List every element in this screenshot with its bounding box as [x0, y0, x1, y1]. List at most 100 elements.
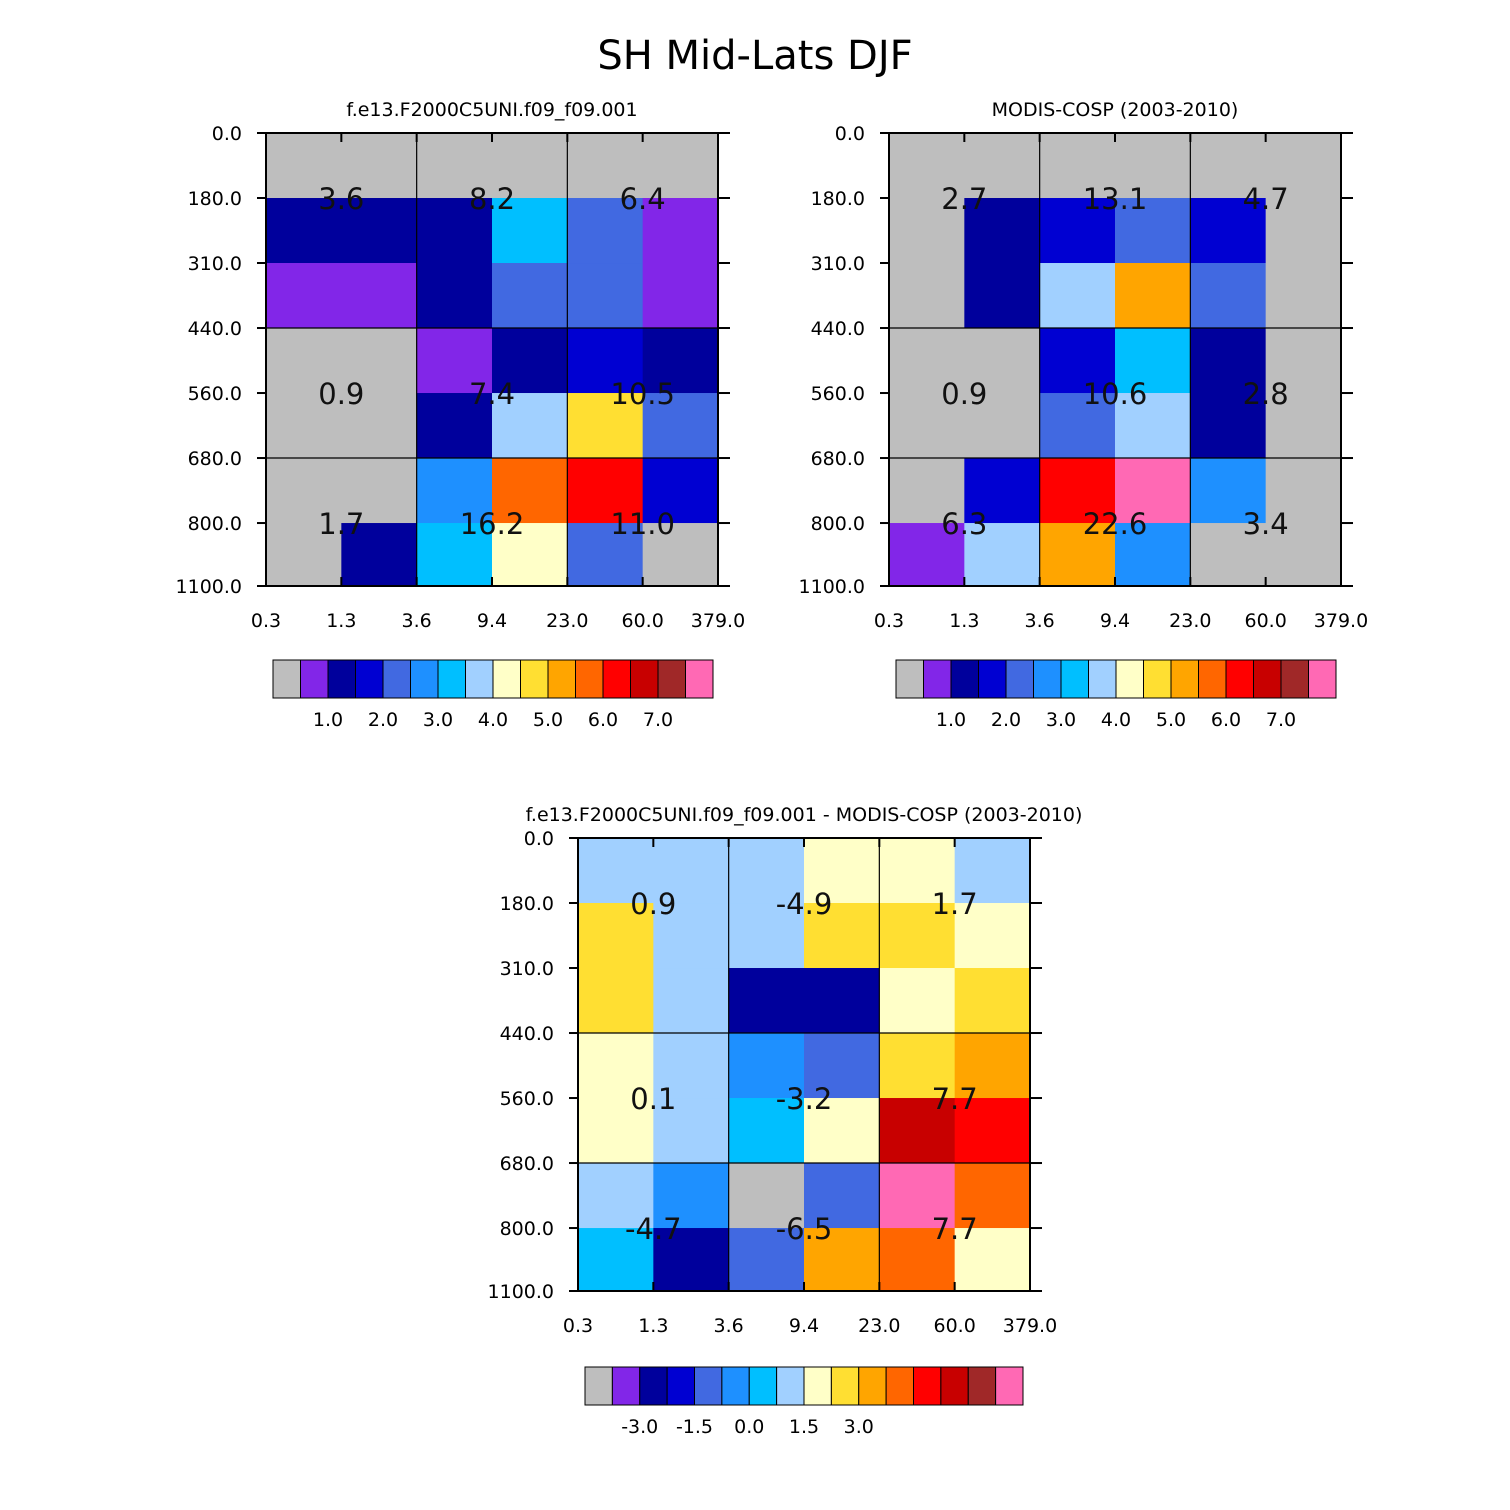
colorbar-label: 0.0	[734, 1416, 764, 1438]
y-tick-label: 440.0	[811, 318, 865, 340]
heatmap-cell	[578, 838, 654, 904]
heatmap-cell	[492, 328, 568, 394]
box-value-label: -3.2	[776, 1082, 833, 1116]
y-tick-label: 560.0	[811, 383, 865, 405]
heatmap-cell	[1190, 458, 1267, 524]
box-value-label: 11.0	[610, 507, 675, 541]
heatmap-cell	[567, 198, 644, 264]
heatmap-cell	[1115, 263, 1191, 329]
colorbar: -3.0 -1.5 0.0 1.5 3.0	[584, 1366, 1024, 1438]
heatmap-cell	[642, 263, 719, 329]
colorbar-swatch	[272, 659, 301, 699]
colorbar-swatch	[923, 659, 952, 699]
heatmap-cell	[728, 1163, 805, 1229]
box-value-label: 10.6	[1083, 377, 1148, 411]
box-value-label: 0.1	[630, 1082, 676, 1116]
colorbar-swatch	[1198, 659, 1227, 699]
colorbar-swatch	[327, 659, 356, 699]
y-tick-label: 800.0	[188, 513, 242, 535]
y-tick-label: 0.0	[524, 828, 554, 850]
colorbar-label: 4.0	[478, 709, 508, 731]
colorbar-swatch	[721, 1366, 750, 1406]
heatmap-cell	[266, 328, 342, 394]
heatmap-cell	[1115, 198, 1191, 264]
heatmap-cell	[889, 328, 965, 394]
heatmap-cell	[416, 133, 493, 199]
heatmap-cell	[578, 1228, 654, 1292]
colorbar-label: 3.0	[844, 1416, 874, 1438]
colorbar-swatch	[410, 659, 439, 699]
colorbar-swatch	[885, 1366, 914, 1406]
y-tick-label: 180.0	[188, 188, 242, 210]
box-value-label: -4.9	[776, 887, 833, 921]
heatmap-cell	[642, 523, 719, 587]
colorbar-label: 3.0	[423, 709, 453, 731]
colorbar-swatch	[748, 1366, 778, 1406]
heatmap-cell	[879, 1163, 956, 1229]
colorbar-swatch	[355, 659, 384, 699]
panels: f.e13.F2000C5UNI.f09_f09.001 3.6 8.2 6.4 0.9…	[176, 99, 1369, 1438]
colorbar-swatch	[657, 659, 686, 699]
heatmap-cell	[1265, 263, 1342, 329]
heatmap-cell	[1190, 263, 1267, 329]
panel-3: f.e13.F2000C5UNI.f09_f09.001 - MODIS-COS…	[488, 804, 1083, 1438]
y-tick-label: 310.0	[500, 958, 554, 980]
heatmap-cell	[416, 523, 493, 587]
colorbar-label: 7.0	[643, 709, 673, 731]
heatmap-cell	[567, 263, 644, 329]
y-tick-label: 560.0	[500, 1088, 554, 1110]
x-tick-label: 1.3	[638, 1315, 668, 1337]
box-value-label: 3.6	[318, 182, 364, 216]
box-value-label: 2.8	[1243, 377, 1289, 411]
colorbar-label: 3.0	[1046, 709, 1076, 731]
y-tick-label: 0.0	[835, 123, 865, 145]
heatmap-cell	[954, 1163, 1031, 1229]
y-tick-label: 680.0	[811, 448, 865, 470]
colorbar-label: 1.0	[313, 709, 343, 731]
x-tick-label: 0.3	[563, 1315, 593, 1337]
colorbar-swatch	[492, 659, 521, 699]
heatmap-cell	[578, 1033, 654, 1099]
colorbar-swatch	[694, 1366, 723, 1406]
heatmap-cell	[954, 1228, 1031, 1292]
heatmap-cell	[728, 903, 805, 969]
heatmap-cell	[964, 263, 1041, 329]
colorbar-swatch	[858, 1366, 887, 1406]
heatmap-cell	[954, 1033, 1031, 1099]
heatmap-cell	[567, 523, 644, 587]
box-value-label: 22.6	[1083, 507, 1148, 541]
colorbar-swatch	[803, 1366, 832, 1406]
colorbar-swatch	[1033, 659, 1062, 699]
heatmap-cell	[804, 1228, 880, 1292]
box-value-label: -4.7	[625, 1212, 682, 1246]
box-value-label: 4.7	[1243, 182, 1289, 216]
heatmap-cell	[642, 133, 719, 199]
y-tick-label: 680.0	[188, 448, 242, 470]
box-value-label: 0.9	[318, 377, 364, 411]
heatmap-cell	[266, 198, 342, 264]
figure-title: SH Mid-Lats DJF	[597, 33, 912, 79]
heatmap-cell	[964, 393, 1041, 459]
heatmap-cell	[1190, 393, 1267, 459]
x-tick-label: 60.0	[934, 1315, 976, 1337]
heatmap-cell	[804, 1098, 880, 1164]
heatmap-cell	[879, 903, 956, 969]
colorbar-swatch	[1115, 659, 1144, 699]
heatmap-cell	[416, 198, 493, 264]
colorbar-swatch	[776, 1366, 805, 1406]
heatmap-cell	[954, 968, 1031, 1034]
colorbar-swatch	[666, 1366, 695, 1406]
heatmap-cell	[653, 968, 730, 1034]
box-value-label: 6.4	[620, 182, 666, 216]
heatmap-cell	[1039, 263, 1116, 329]
heatmap-cell	[1265, 458, 1342, 524]
box-value-label: 3.4	[1243, 507, 1289, 541]
x-tick-label: 23.0	[1169, 610, 1211, 632]
colorbar-swatch	[1225, 659, 1254, 699]
heatmap-cell	[653, 1163, 730, 1229]
colorbar-swatch	[300, 659, 329, 699]
colorbar-swatch	[611, 1366, 641, 1406]
panel-title: MODIS-COSP (2003-2010)	[992, 99, 1239, 121]
heatmap-cell	[889, 263, 965, 329]
